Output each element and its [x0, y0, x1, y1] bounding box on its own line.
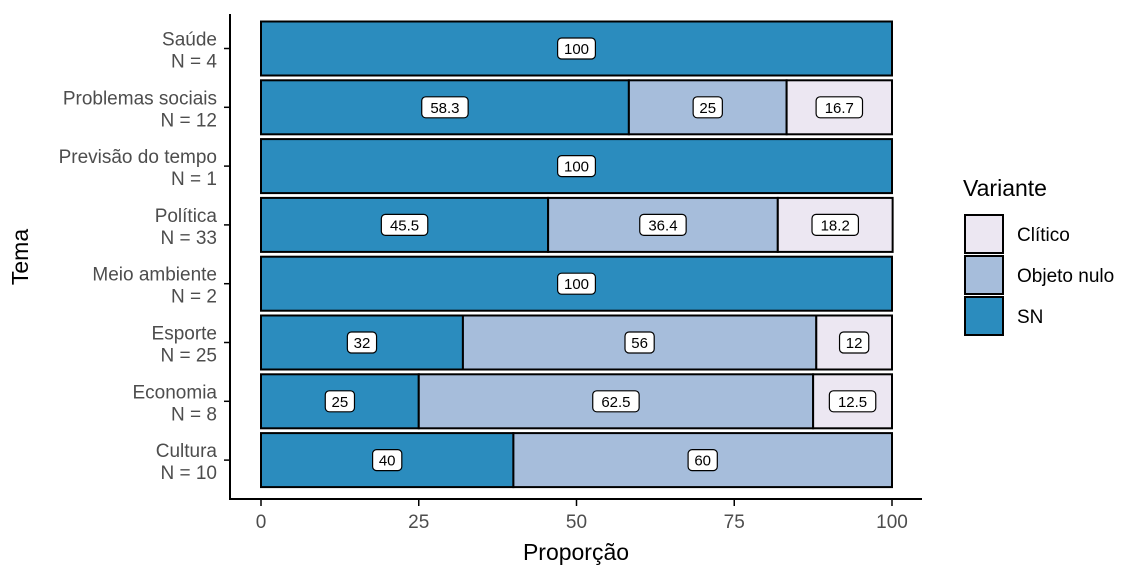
- data-label: 56: [631, 335, 648, 352]
- y-tick-label-n: N = 33: [160, 228, 217, 249]
- legend-key: [964, 255, 1004, 295]
- legend-key: [964, 214, 1004, 254]
- data-label-box: [624, 331, 655, 354]
- data-label-box: [815, 96, 864, 119]
- legend: Variante Clítico Objeto nulo SN: [963, 175, 1114, 336]
- x-tick-label: 100: [876, 512, 908, 533]
- data-label-box: [592, 390, 640, 413]
- data-label-box: [372, 449, 403, 472]
- data-label: 36.4: [648, 217, 677, 234]
- legend-title: Variante: [963, 175, 1047, 201]
- x-axis-title: Proporção: [523, 539, 629, 565]
- y-tick-label-n: N = 1: [171, 169, 217, 190]
- data-label: 40: [379, 453, 396, 470]
- data-label: 45.5: [390, 217, 419, 234]
- data-label: 18.2: [821, 217, 850, 234]
- data-label: 25: [332, 394, 349, 411]
- y-tick-label: Economia: [133, 382, 218, 403]
- y-tick-label: Meio ambiente: [92, 265, 217, 286]
- y-tick-label: Esporte: [152, 324, 217, 345]
- data-label-box: [687, 449, 718, 472]
- data-labels-layer: 100 58.3 25 16.7 100 45.5 36.4 18.2 100 32 56 12 25 6…: [324, 37, 877, 472]
- data-label: 16.7: [825, 100, 854, 117]
- y-tick-label: Política: [155, 206, 218, 227]
- y-tick-label: Saúde: [162, 30, 217, 51]
- bar-segment: [776, 196, 894, 253]
- data-label-box: [828, 390, 877, 413]
- data-label: 58.3: [430, 100, 459, 117]
- data-label-box: [324, 390, 356, 413]
- data-label-box: [838, 331, 870, 354]
- data-label: 12: [846, 335, 863, 352]
- data-label: 62.5: [601, 394, 630, 411]
- bars-layer: [260, 20, 894, 489]
- y-tick-label-n: N = 2: [171, 287, 217, 308]
- y-tick-label: Cultura: [156, 441, 218, 462]
- legend-keys: Clítico Objeto nulo SN: [964, 214, 1114, 336]
- data-label: 100: [564, 159, 589, 176]
- data-label: 100: [564, 41, 589, 58]
- data-label-box: [811, 213, 860, 236]
- x-ticks-layer: 0 25 50 75 100: [256, 499, 908, 533]
- data-label-box: [346, 331, 378, 354]
- data-label: 32: [354, 335, 371, 352]
- x-tick-label: 0: [256, 512, 267, 533]
- y-tick-label-n: N = 12: [160, 110, 217, 131]
- data-label: 12.5: [838, 394, 867, 411]
- legend-label: Objeto nulo: [1017, 266, 1114, 287]
- data-label-box: [556, 37, 596, 60]
- data-label-box: [421, 96, 469, 119]
- bar-segment: [417, 373, 815, 430]
- y-tick-label-n: N = 8: [171, 404, 217, 425]
- data-label: 25: [699, 100, 716, 117]
- y-tick-label-n: N = 25: [160, 346, 217, 367]
- y-tick-label-n: N = 4: [171, 52, 217, 73]
- x-tick-label: 75: [724, 512, 745, 533]
- data-label-box: [380, 213, 429, 236]
- data-label: 100: [564, 276, 589, 293]
- data-label-box: [556, 272, 596, 295]
- legend-key: [964, 296, 1004, 336]
- x-tick-label: 25: [408, 512, 429, 533]
- axes-layer: [229, 14, 922, 500]
- y-tick-label-n: N = 10: [160, 463, 217, 484]
- x-tick-label: 50: [566, 512, 587, 533]
- y-tick-label: Previsão do tempo: [59, 147, 217, 168]
- data-label-box: [639, 213, 687, 236]
- y-axis-title: Tema: [7, 229, 33, 285]
- data-label-box: [692, 96, 723, 119]
- data-label-box: [556, 155, 596, 178]
- legend-label: SN: [1017, 307, 1043, 328]
- bar-segment: [812, 373, 893, 430]
- data-label: 60: [694, 453, 711, 470]
- y-tick-label: Problemas sociais: [63, 88, 217, 109]
- legend-label: Clítico: [1017, 225, 1070, 246]
